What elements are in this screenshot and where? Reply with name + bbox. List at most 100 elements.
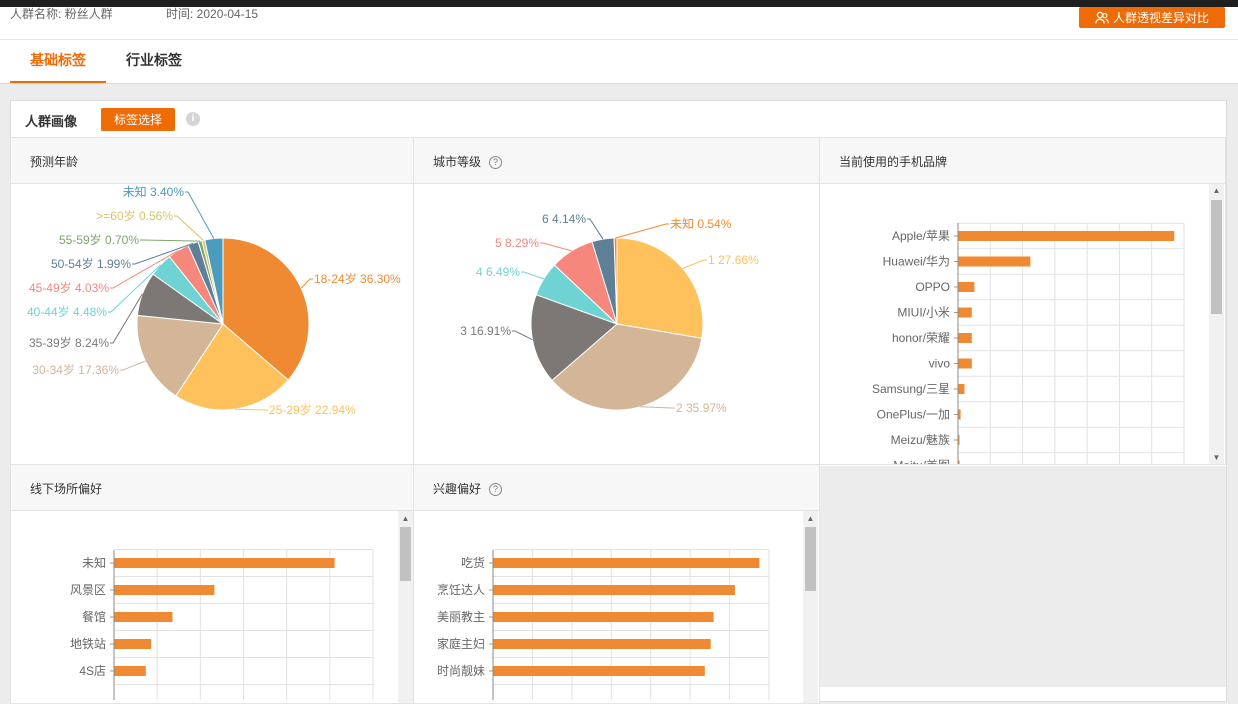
scroll-up-icon[interactable]: ▲ (806, 514, 815, 523)
interest-bar[interactable] (493, 612, 714, 622)
scroll-down-icon[interactable]: ▼ (1212, 453, 1221, 462)
offline-bar[interactable] (114, 612, 173, 622)
age-leader-line (120, 360, 146, 371)
age-card: 预测年龄 18-24岁 36.30% 25-29岁 22.94% 30-34岁 17… (10, 137, 414, 465)
phone-bar[interactable] (958, 256, 1031, 267)
info-icon[interactable]: i (186, 112, 200, 126)
age-slice-label: 40-44岁 4.48% (27, 304, 107, 319)
interest-card-title: 兴趣偏好? (433, 480, 503, 497)
interest-bar[interactable] (493, 666, 705, 676)
tag-select-button[interactable]: 标签选择 (101, 108, 175, 131)
city-slice-1[interactable] (616, 237, 704, 339)
phone-bar[interactable] (958, 358, 972, 369)
tab-industry-tags[interactable]: 行业标签 (106, 40, 202, 81)
interest-card: 兴趣偏好? 吃货 烹饪达人 美丽教主 家庭主妇 时尚靓妹 ▲ (413, 464, 820, 704)
offline-bar[interactable] (114, 558, 335, 568)
scroll-up-icon[interactable]: ▲ (401, 514, 410, 523)
help-icon[interactable]: ? (489, 156, 503, 169)
age-slice-label: >=60岁 0.56% (96, 208, 173, 223)
phone-category-label: Meizu/魅族 (891, 432, 950, 447)
tab-industry-tags-label: 行业标签 (126, 52, 182, 68)
window-top-edge (0, 0, 1238, 7)
offline-category-label: 未知 (82, 556, 106, 570)
age-slice-18-24[interactable] (222, 237, 310, 381)
city-slice-label: 2 35.97% (676, 401, 727, 415)
phone-category-label: vivo (929, 357, 951, 371)
city-slice-label: 未知 0.54% (670, 217, 732, 231)
crowd-compare-button[interactable]: 人群透视差异对比 (1079, 7, 1225, 28)
city-card-title-text: 城市等级 (433, 155, 482, 169)
interest-category-label: 时尚靓妹 (437, 664, 485, 678)
phone-bar[interactable] (958, 409, 961, 420)
age-leader-line (300, 278, 313, 289)
scroll-thumb[interactable] (805, 527, 816, 591)
users-icon (1095, 11, 1109, 24)
city-card-header: 城市等级? (414, 138, 819, 184)
city-leader-line (540, 242, 572, 252)
age-slice-label: 未知 3.40% (123, 185, 185, 199)
portrait-header: 人群画像 标签选择 i (11, 101, 1226, 138)
phone-category-label: Samsung/三星 (872, 382, 950, 396)
offline-bar[interactable] (114, 639, 152, 649)
city-leader-line (615, 223, 669, 239)
age-leader-line (174, 215, 204, 241)
help-icon[interactable]: ? (489, 483, 503, 496)
age-slice-label: 18-24岁 36.30% (314, 271, 401, 286)
age-leader-line (132, 242, 194, 265)
age-slice-25-29[interactable] (175, 323, 289, 411)
offline-scrollbar[interactable]: ▲ (398, 511, 413, 703)
phone-card: 当前使用的手机品牌 Apple/苹果 Huawei/华为 OPPO MIUI/小米 ho… (819, 137, 1226, 465)
phone-scrollbar[interactable]: ▲ ▼ (1209, 184, 1224, 464)
crowd-time: 时间: 2020-04-15 (166, 7, 259, 21)
tab-basic-tags-label: 基础标签 (30, 52, 86, 68)
city-slice-label: 4 6.49% (476, 265, 520, 279)
age-slice-label: 30-34岁 17.36% (32, 362, 119, 377)
scroll-thumb[interactable] (1211, 200, 1222, 314)
age-slice-30-34[interactable] (136, 314, 224, 397)
age-slice-label: 55-59岁 0.70% (59, 232, 139, 247)
crowd-info-bar: 人群名称: 粉丝人群 时间: 2020-04-15 人群透视差异对比 (0, 7, 1238, 40)
age-leader-line (140, 239, 201, 242)
age-slice-unknown[interactable] (204, 237, 224, 325)
interest-bar[interactable] (493, 585, 735, 595)
scroll-thumb[interactable] (400, 527, 411, 581)
phone-category-label: MIUI/小米 (897, 306, 950, 320)
age-leader-line (110, 249, 179, 289)
interest-scrollbar[interactable]: ▲ (803, 511, 818, 703)
portrait-title: 人群画像 (25, 114, 78, 129)
age-slice-label: 25-29岁 22.94% (269, 402, 356, 417)
offline-bar[interactable] (114, 585, 215, 595)
phone-category-label: Apple/苹果 (892, 229, 950, 243)
scroll-up-icon[interactable]: ▲ (1212, 186, 1221, 195)
phone-bar[interactable] (958, 282, 975, 292)
phone-bar[interactable] (958, 435, 960, 445)
phone-bar[interactable] (958, 384, 965, 394)
phone-category-label: OPPO (915, 280, 950, 294)
interest-card-title-text: 兴趣偏好 (433, 482, 482, 496)
phone-bar[interactable] (958, 460, 960, 466)
city-leader-line (521, 271, 544, 280)
phone-card-title: 当前使用的手机品牌 (839, 155, 948, 169)
interest-category-label: 烹饪达人 (437, 582, 485, 597)
city-slice-3[interactable] (530, 294, 618, 382)
interest-bar[interactable] (493, 639, 711, 649)
phone-bar[interactable] (958, 231, 1175, 241)
offline-card-title: 线下场所偏好 (30, 482, 103, 496)
tab-basic-tags[interactable]: 基础标签 (10, 40, 106, 83)
offline-card-header: 线下场所偏好 (11, 465, 413, 511)
age-card-title: 预测年龄 (30, 155, 79, 169)
interest-category-label: 吃货 (461, 555, 485, 570)
phone-bar[interactable] (958, 307, 972, 318)
offline-category-label: 4S店 (79, 664, 106, 678)
offline-bar[interactable] (114, 666, 146, 676)
interest-category-label: 美丽教主 (437, 609, 485, 624)
age-leader-line (108, 264, 161, 313)
age-slice-label: 45-49岁 4.03% (29, 280, 109, 295)
city-slice-label: 6 4.14% (542, 212, 586, 226)
age-slice-label: 35-39岁 8.24% (29, 335, 109, 350)
phone-category-label: honor/荣耀 (892, 331, 950, 345)
interest-bar[interactable] (493, 558, 760, 568)
phone-bar[interactable] (958, 333, 972, 343)
phone-bar-chart: Apple/苹果 Huawei/华为 OPPO MIUI/小米 honor/荣耀 vivo… (872, 222, 1185, 466)
